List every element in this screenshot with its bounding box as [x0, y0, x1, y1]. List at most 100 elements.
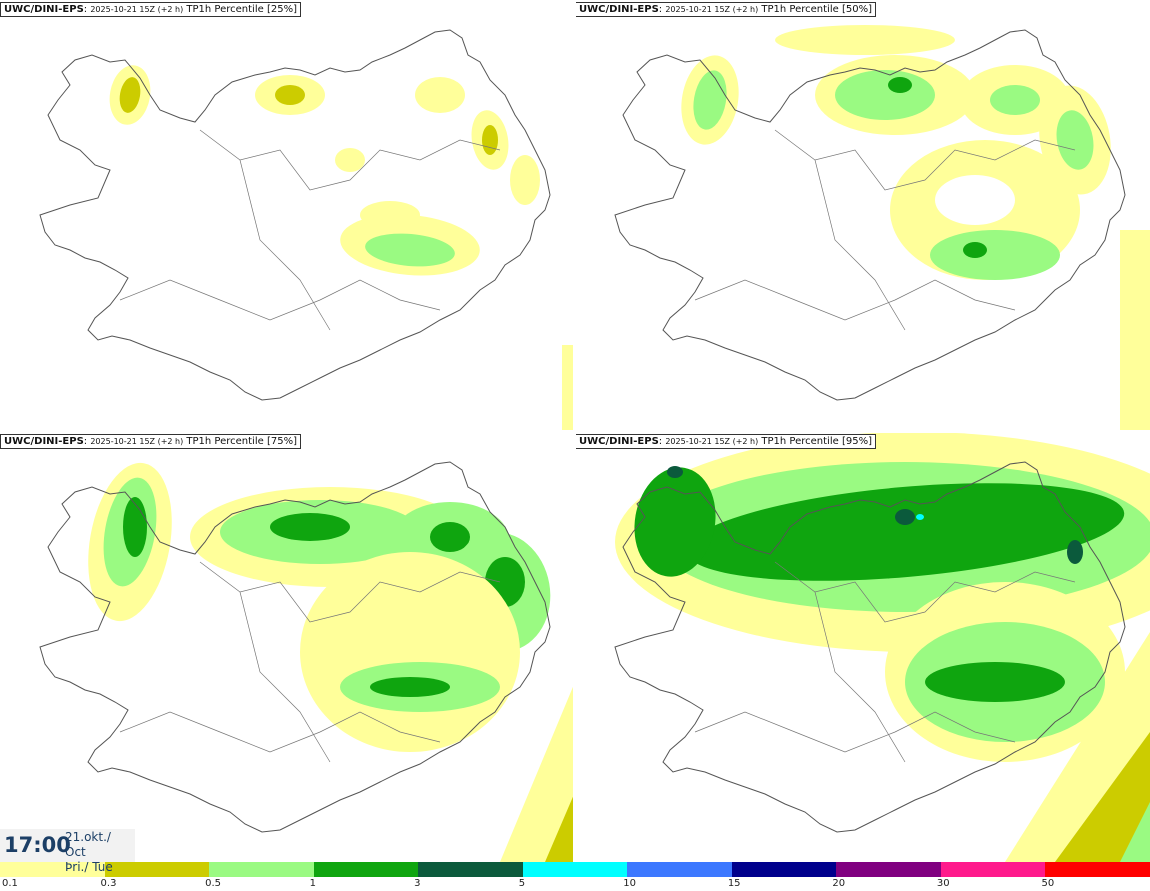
precip-area: [685, 483, 1125, 581]
precip-area: [430, 522, 470, 552]
legend-color-1: [0, 862, 106, 877]
road-line: [239, 159, 331, 331]
valid-time-box: 17:00 21.okt./ Oct Þri./ Tue: [0, 829, 135, 874]
precip-area: [634, 467, 716, 577]
precip-area: [119, 77, 141, 113]
legend-color-11: [1045, 862, 1150, 877]
map-panel-2: UWC/DINI-EPS: 2025-10-21 15Z (+2 h) TP1h…: [575, 0, 1150, 430]
precip-area: [275, 85, 305, 105]
road-line: [239, 591, 331, 763]
precip-area: [545, 792, 575, 862]
road-line: [199, 561, 501, 623]
panel-product-4: TP1h Percentile [95%]: [761, 436, 872, 447]
panel-product-1: TP1h Percentile [25%]: [186, 4, 297, 15]
legend-color-9: [836, 862, 942, 877]
iceland-coastline: [39, 29, 551, 401]
valid-date: 21.okt./ Oct Þri./ Tue: [65, 830, 135, 875]
precip-area: [370, 677, 450, 697]
precip-area: [335, 148, 365, 172]
legend-label: 0.1: [2, 878, 18, 889]
panel-run-1: 2025-10-21 15Z (+2 h): [90, 5, 184, 14]
panel-source-2: UWC/DINI-EPS: [579, 4, 659, 15]
precip-area: [482, 125, 498, 155]
precip-area: [415, 77, 465, 113]
legend-color-4: [313, 862, 419, 877]
panel-source-1: UWC/DINI-EPS: [4, 4, 84, 15]
road-line: [694, 711, 1016, 753]
legend-label: 0.3: [100, 878, 117, 889]
precip-area: [360, 201, 420, 229]
precip-area: [1056, 110, 1094, 170]
panel-source-3: UWC/DINI-EPS: [4, 436, 84, 447]
legend-label: 5: [518, 878, 526, 889]
precip-area: [1055, 732, 1150, 862]
dry-gap: [935, 175, 1015, 225]
precip-area: [1067, 540, 1083, 564]
panel-source-4: UWC/DINI-EPS: [579, 436, 659, 447]
road-line: [814, 591, 906, 763]
map-canvas-3: [39, 461, 575, 862]
precip-area: [775, 25, 955, 55]
precip-area: [1120, 230, 1150, 430]
precip-area: [500, 682, 575, 862]
legend-color-5: [418, 862, 524, 877]
precip-area: [667, 466, 683, 478]
panel-run-3: 2025-10-21 15Z (+2 h): [90, 437, 184, 446]
valid-date-weekday: Þri./ Tue: [65, 860, 113, 874]
road-line: [119, 711, 441, 753]
legend-color-3: [209, 862, 315, 877]
legend-color-6: [522, 862, 628, 877]
precip-area: [562, 345, 575, 430]
panel-title-4: UWC/DINI-EPS: 2025-10-21 15Z (+2 h) TP1h…: [575, 434, 876, 449]
precip-area: [835, 70, 935, 120]
valid-date-day: 21.okt./ Oct: [65, 830, 111, 859]
legend-color-2: [104, 862, 210, 877]
precip-area: [895, 509, 915, 525]
road-line: [774, 129, 1076, 191]
map-panel-4: UWC/DINI-EPS: 2025-10-21 15Z (+2 h) TP1h…: [575, 432, 1150, 862]
map-panel-3: UWC/DINI-EPS: 2025-10-21 15Z (+2 h) TP1h…: [0, 432, 575, 862]
legend-label: 0.5: [205, 878, 221, 889]
precip-area: [888, 77, 912, 93]
panel-title-3: UWC/DINI-EPS: 2025-10-21 15Z (+2 h) TP1h…: [0, 434, 301, 449]
panel-divider-horizontal: [0, 430, 1150, 433]
legend-color-10: [940, 862, 1046, 877]
precip-area: [1120, 802, 1150, 862]
precip-area: [930, 230, 1060, 280]
precip-area: [916, 514, 924, 520]
road-line: [694, 279, 1016, 321]
precip-area: [925, 662, 1065, 702]
precip-area: [693, 70, 727, 130]
legend-label: 30: [936, 878, 950, 889]
legend-label: 50: [1041, 878, 1055, 889]
iceland-coastline: [614, 29, 1126, 401]
panel-run-4: 2025-10-21 15Z (+2 h): [665, 437, 759, 446]
legend-label: 3: [414, 878, 421, 889]
iceland-coastline: [614, 461, 1126, 833]
panel-product-3: TP1h Percentile [75%]: [186, 436, 297, 447]
precip-area: [270, 513, 350, 541]
road-line: [199, 129, 501, 191]
precip-area: [355, 597, 445, 657]
legend-label: 20: [832, 878, 846, 889]
precip-legend: 0.1 0.3 0.5 1 3 5 10 15 20 30 50: [0, 862, 1150, 891]
panel-run-2: 2025-10-21 15Z (+2 h): [665, 5, 759, 14]
precip-area: [123, 497, 147, 557]
precip-area: [963, 242, 987, 258]
map-canvas-2: [614, 25, 1150, 430]
precip-area: [990, 85, 1040, 115]
legend-label: 10: [623, 878, 636, 889]
iceland-coastline: [39, 461, 551, 833]
map-canvas-4: [575, 432, 1150, 862]
road-line: [119, 279, 441, 321]
map-canvas-1: [39, 29, 575, 430]
panel-title-2: UWC/DINI-EPS: 2025-10-21 15Z (+2 h) TP1h…: [575, 2, 876, 17]
precip-area: [365, 233, 455, 267]
legend-color-8: [731, 862, 837, 877]
panel-title-1: UWC/DINI-EPS: 2025-10-21 15Z (+2 h) TP1h…: [0, 2, 301, 17]
legend-label: 1: [309, 878, 316, 889]
legend-label: 15: [727, 878, 741, 889]
panel-product-2: TP1h Percentile [50%]: [761, 4, 872, 15]
precip-area: [510, 155, 540, 205]
valid-time: 17:00: [4, 833, 71, 857]
